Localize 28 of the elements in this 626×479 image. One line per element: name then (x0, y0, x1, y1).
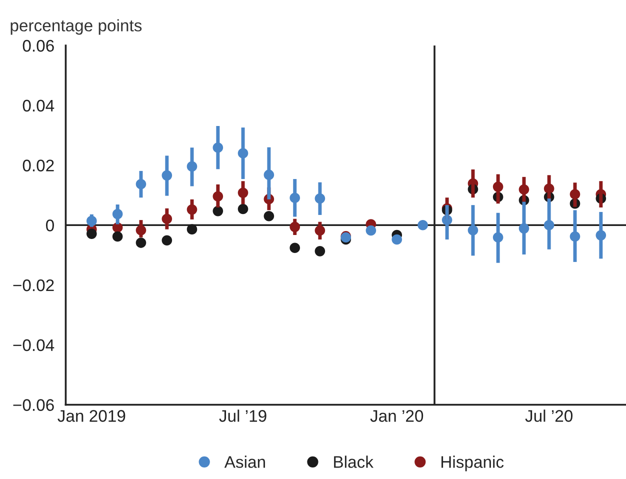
x-tick-label: Jul ’19 (219, 410, 266, 422)
y-axis-title: percentage points (10, 19, 142, 35)
point (290, 242, 300, 254)
y-tick-label: −0.04 (13, 339, 54, 352)
point (112, 231, 123, 242)
point (418, 220, 428, 230)
point (212, 206, 224, 216)
point (136, 238, 146, 248)
legend-label: Hispanic (442, 456, 504, 472)
legend-label: Asian (224, 456, 265, 468)
point (314, 246, 326, 256)
legend-label: Black (334, 456, 374, 468)
point (186, 224, 198, 234)
point (238, 204, 248, 214)
y-tick-label: 0.06 (22, 40, 54, 52)
y-tick-label: −0.02 (13, 279, 54, 292)
x-tick-label: Jan 2019 (58, 410, 126, 422)
point (162, 235, 172, 246)
y-tick-label: 0.04 (22, 100, 54, 112)
point (86, 228, 97, 239)
y-tick-label: −0.06 (13, 399, 54, 411)
point (392, 234, 402, 245)
point (264, 211, 274, 222)
x-tick-label: Jul ’20 (525, 410, 573, 422)
x-tick-label: Jan ’20 (370, 410, 424, 422)
point (366, 225, 376, 236)
y-tick-label: 0 (46, 220, 54, 232)
y-tick-label: 0.02 (22, 160, 54, 172)
